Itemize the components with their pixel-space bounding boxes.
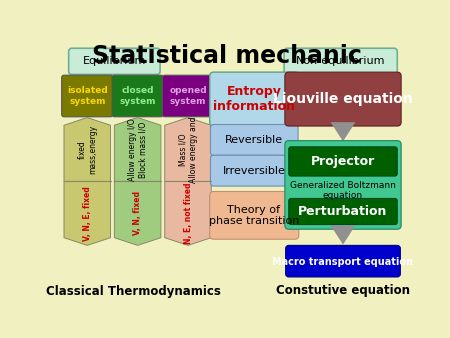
FancyBboxPatch shape <box>211 155 298 186</box>
Text: N, E, not fixed: N, E, not fixed <box>184 183 193 244</box>
FancyBboxPatch shape <box>289 198 397 224</box>
Text: opened
system: opened system <box>169 86 207 106</box>
Polygon shape <box>64 118 111 182</box>
Text: Classical Thermodynamics: Classical Thermodynamics <box>46 285 221 298</box>
Polygon shape <box>331 122 356 141</box>
Text: Statistical mechanic: Statistical mechanic <box>92 44 362 68</box>
Text: Perturbation: Perturbation <box>298 205 388 218</box>
Polygon shape <box>165 118 211 182</box>
Text: Allow energy I/O
Block mass I/O: Allow energy I/O Block mass I/O <box>128 118 147 181</box>
Text: closed
system: closed system <box>119 86 156 106</box>
FancyBboxPatch shape <box>286 245 400 277</box>
Text: Liouville equation: Liouville equation <box>273 92 413 106</box>
Text: V, N, E, fixed: V, N, E, fixed <box>83 186 92 241</box>
Polygon shape <box>114 182 161 245</box>
Polygon shape <box>64 182 111 245</box>
Text: Theory of
phase transition: Theory of phase transition <box>209 204 299 226</box>
Text: Non-equilibrium: Non-equilibrium <box>296 56 385 66</box>
Text: Equilibrium: Equilibrium <box>83 56 146 66</box>
Text: fixed
mass,energy: fixed mass,energy <box>77 125 97 174</box>
Polygon shape <box>114 118 161 182</box>
Text: Entropy
information: Entropy information <box>213 85 295 113</box>
Text: isolated
system: isolated system <box>67 86 108 106</box>
FancyBboxPatch shape <box>211 124 298 155</box>
FancyBboxPatch shape <box>162 75 214 117</box>
Polygon shape <box>331 225 356 245</box>
Text: Irreversible: Irreversible <box>222 166 285 176</box>
Polygon shape <box>165 182 211 245</box>
FancyBboxPatch shape <box>69 48 160 74</box>
Text: Mass I/O
Allow energy and: Mass I/O Allow energy and <box>178 116 198 183</box>
Text: V, N, fixed: V, N, fixed <box>133 191 142 236</box>
FancyBboxPatch shape <box>62 75 113 117</box>
FancyBboxPatch shape <box>284 48 397 74</box>
Text: Constutive equation: Constutive equation <box>276 284 410 296</box>
FancyBboxPatch shape <box>210 72 299 126</box>
Text: Generalized Boltzmann
equation: Generalized Boltzmann equation <box>290 181 396 200</box>
FancyBboxPatch shape <box>285 72 401 126</box>
Text: Projector: Projector <box>311 155 375 168</box>
FancyBboxPatch shape <box>112 75 163 117</box>
FancyBboxPatch shape <box>289 147 397 176</box>
FancyBboxPatch shape <box>210 192 299 239</box>
FancyBboxPatch shape <box>285 141 401 229</box>
Text: Reversible: Reversible <box>225 135 283 145</box>
Text: Macro transport equation: Macro transport equation <box>273 257 414 267</box>
